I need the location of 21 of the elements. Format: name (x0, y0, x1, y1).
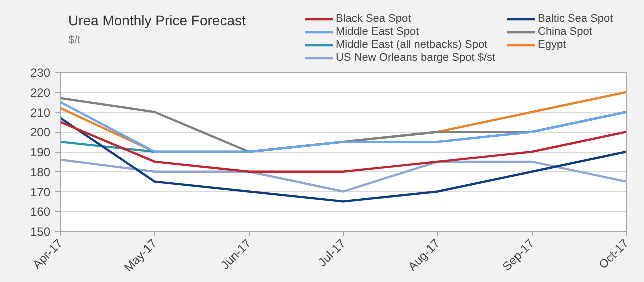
legend-label: Egypt (538, 39, 568, 51)
legend-label: Middle East Spot (336, 26, 420, 38)
y-tick-label: 150 (30, 225, 51, 239)
y-tick-label: 220 (30, 86, 51, 100)
y-tick-label: 200 (30, 126, 51, 140)
legend-label: Middle East (all netbacks) Spot (336, 39, 489, 51)
y-tick-label: 160 (30, 205, 51, 220)
legend-label: China Spot (538, 26, 594, 38)
legend-label: Black Sea Spot (336, 13, 412, 25)
chart-title: Urea Monthly Price Forecast (68, 12, 246, 28)
y-tick-label: 180 (30, 165, 51, 180)
y-tick-label: 190 (30, 146, 51, 160)
legend-label: Baltic Sea Spot (538, 13, 614, 25)
y-tick-label: 170 (30, 185, 51, 200)
line-series (60, 117, 626, 203)
line-series (60, 121, 626, 173)
line-series (60, 158, 626, 193)
y-tick-label: 210 (30, 106, 51, 120)
y-tick-label: 230 (30, 66, 51, 80)
chart-subtitle: $/t (68, 34, 81, 46)
legend-label: US New Orleans barge Spot $/st (336, 52, 497, 64)
